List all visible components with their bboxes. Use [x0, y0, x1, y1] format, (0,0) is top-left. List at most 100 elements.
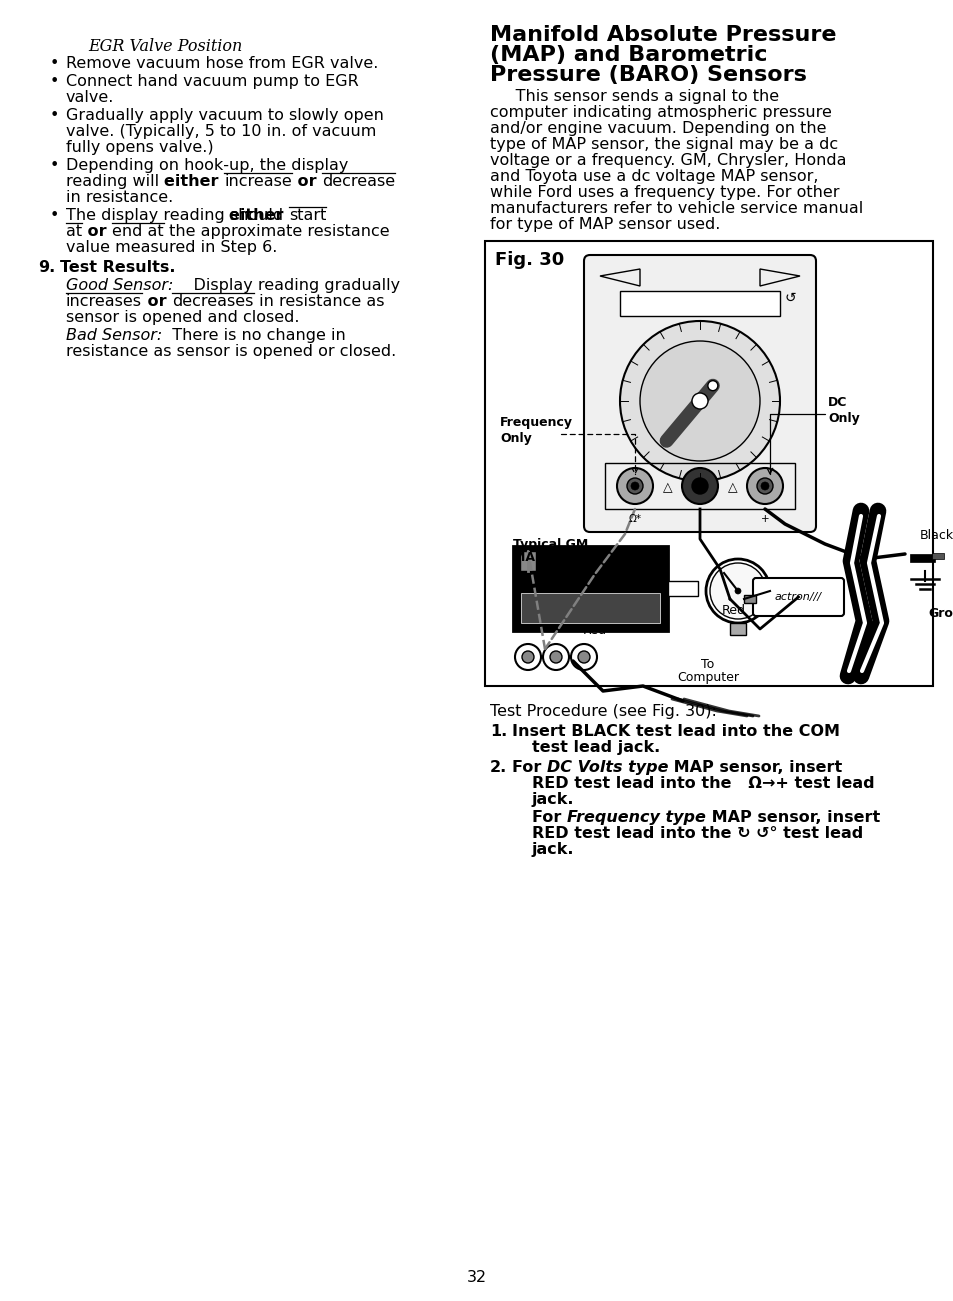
Text: reading will: reading will — [66, 174, 164, 189]
Circle shape — [626, 477, 642, 494]
Circle shape — [617, 468, 652, 503]
Circle shape — [709, 563, 765, 619]
Text: Test Results.: Test Results. — [60, 260, 175, 275]
Text: in resistance.: in resistance. — [66, 190, 173, 206]
Circle shape — [571, 644, 597, 670]
Text: the approximate resistance: the approximate resistance — [164, 224, 389, 239]
Text: at: at — [66, 224, 82, 239]
Text: 2.: 2. — [490, 760, 507, 775]
Text: Bad Sensor:: Bad Sensor: — [66, 328, 162, 343]
Bar — [931, 553, 943, 559]
Bar — [513, 546, 667, 631]
Text: For: For — [512, 760, 546, 775]
Text: either: either — [164, 174, 224, 189]
FancyBboxPatch shape — [752, 578, 843, 615]
Text: For: For — [532, 811, 566, 825]
Text: Frequency type: Frequency type — [566, 811, 705, 825]
Text: Ω*: Ω* — [628, 514, 640, 524]
Text: •: • — [50, 157, 59, 173]
Text: Ground: Ground — [927, 608, 953, 621]
Text: sensor is opened and closed.: sensor is opened and closed. — [66, 310, 299, 325]
Text: valve. (Typically, 5 to 10 in. of vacuum: valve. (Typically, 5 to 10 in. of vacuum — [66, 124, 376, 139]
Bar — [519, 552, 536, 571]
Circle shape — [619, 321, 780, 481]
Text: valve.: valve. — [66, 90, 114, 105]
Text: 32: 32 — [466, 1270, 487, 1285]
Text: for type of MAP sensor used.: for type of MAP sensor used. — [490, 217, 720, 232]
Circle shape — [707, 381, 717, 390]
Text: computer indicating atmospheric pressure: computer indicating atmospheric pressure — [490, 105, 831, 120]
Text: Gradually apply vacuum to slowly open: Gradually apply vacuum to slowly open — [66, 108, 383, 124]
Text: MAP sensor, insert: MAP sensor, insert — [668, 760, 841, 775]
Text: •: • — [50, 56, 59, 72]
Text: Red: Red — [582, 624, 606, 637]
Text: and/or engine vacuum. Depending on the: and/or engine vacuum. Depending on the — [490, 121, 825, 137]
Circle shape — [542, 644, 568, 670]
Circle shape — [691, 393, 707, 409]
Text: •: • — [50, 74, 59, 88]
Text: 9.: 9. — [38, 260, 55, 275]
Text: Depending on hook-up, the display: Depending on hook-up, the display — [66, 157, 348, 173]
Text: decreases: decreases — [172, 294, 253, 310]
Text: Frequency
Only: Frequency Only — [499, 416, 573, 445]
Text: Pressure (BARO) Sensors: Pressure (BARO) Sensors — [490, 65, 806, 85]
Text: either: either — [229, 208, 289, 222]
Text: while Ford uses a frequency type. For other: while Ford uses a frequency type. For ot… — [490, 185, 839, 200]
Text: or: or — [82, 224, 112, 239]
Text: MAP sensor, insert: MAP sensor, insert — [705, 811, 880, 825]
Circle shape — [760, 481, 768, 490]
FancyBboxPatch shape — [583, 255, 815, 532]
Circle shape — [550, 650, 561, 664]
Text: RED test lead into the ↻ ↺° test lead: RED test lead into the ↻ ↺° test lead — [532, 826, 862, 840]
Text: Black: Black — [919, 530, 953, 543]
Text: DC
Only: DC Only — [827, 396, 859, 425]
Bar — [743, 595, 755, 602]
Text: To: To — [700, 658, 714, 671]
Circle shape — [515, 644, 540, 670]
Text: voltage or a frequency. GM, Chrysler, Honda: voltage or a frequency. GM, Chrysler, Ho… — [490, 154, 845, 168]
Text: increase: increase — [224, 174, 292, 189]
Bar — [619, 291, 780, 316]
Text: +: + — [760, 514, 768, 524]
Text: EGR Valve Position: EGR Valve Position — [88, 38, 242, 55]
Circle shape — [578, 650, 589, 664]
Text: Typical GM: Typical GM — [513, 539, 588, 552]
Circle shape — [521, 650, 534, 664]
Text: Good Sensor:: Good Sensor: — [66, 278, 173, 293]
Text: Red: Red — [721, 604, 745, 617]
Text: △: △ — [727, 481, 737, 494]
Text: value measured in Step 6.: value measured in Step 6. — [66, 239, 277, 255]
Text: start: start — [289, 208, 326, 222]
Text: Connect hand vacuum pump to EGR: Connect hand vacuum pump to EGR — [66, 74, 358, 88]
Bar — [604, 463, 794, 509]
Circle shape — [757, 477, 772, 494]
Text: type of MAP sensor, the signal may be a dc: type of MAP sensor, the signal may be a … — [490, 137, 838, 152]
Text: Fig. 30: Fig. 30 — [495, 251, 563, 269]
Text: or: or — [142, 294, 172, 310]
Text: jack.: jack. — [532, 842, 574, 857]
Text: Insert BLACK test lead into the COM: Insert BLACK test lead into the COM — [512, 723, 840, 739]
Text: △: △ — [662, 481, 672, 494]
Circle shape — [705, 559, 769, 623]
Text: Display reading gradually: Display reading gradually — [173, 278, 400, 293]
Circle shape — [639, 341, 760, 461]
Text: The display reading should: The display reading should — [66, 208, 288, 222]
Circle shape — [734, 588, 740, 595]
Text: ↺: ↺ — [783, 291, 795, 304]
Text: end at: end at — [112, 224, 164, 239]
Text: decrease: decrease — [322, 174, 395, 189]
Circle shape — [691, 477, 707, 494]
Text: There is no change in: There is no change in — [162, 328, 346, 343]
Text: RED test lead into the   Ω→+ test lead: RED test lead into the Ω→+ test lead — [532, 775, 874, 791]
Bar — [729, 623, 745, 635]
Bar — [520, 593, 659, 623]
Text: test lead jack.: test lead jack. — [532, 740, 659, 755]
Circle shape — [630, 481, 639, 490]
Text: Computer: Computer — [677, 671, 739, 684]
Circle shape — [746, 468, 782, 503]
Text: Manifold Absolute Pressure: Manifold Absolute Pressure — [490, 25, 836, 46]
Bar — [909, 554, 934, 562]
Text: manufacturers refer to vehicle service manual: manufacturers refer to vehicle service m… — [490, 200, 862, 216]
Text: •: • — [50, 208, 59, 222]
Text: Remove vacuum hose from EGR valve.: Remove vacuum hose from EGR valve. — [66, 56, 378, 72]
